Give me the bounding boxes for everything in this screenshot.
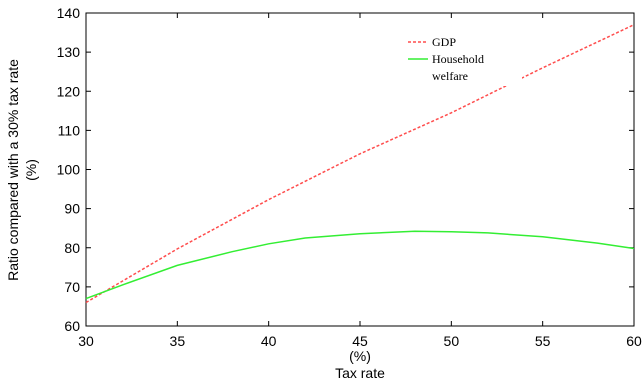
legend-label-household: Household <box>432 52 484 66</box>
y-tick-label: 100 <box>57 162 81 178</box>
y-tick-label: 90 <box>64 201 80 217</box>
y-tick-label: 110 <box>58 122 81 138</box>
series-line-gdp <box>85 24 635 304</box>
y-axis-title-line2: (%) <box>23 159 39 181</box>
y-tick-label: 130 <box>57 44 81 60</box>
y-tick-label: 140 <box>57 5 81 21</box>
legend: GDP Household welfare <box>403 33 522 86</box>
plot-area <box>85 12 635 327</box>
x-tick-label: 40 <box>261 333 277 349</box>
legend-label-gdp: GDP <box>432 35 456 49</box>
series-line-household <box>85 230 635 300</box>
legend-label-welfare: welfare <box>432 69 468 83</box>
y-tick-labels: 60 70 80 90 100 110 120 130 140 <box>57 5 81 334</box>
x-tick-labels: 30 35 40 45 50 55 60 <box>78 333 642 349</box>
x-tick-label: 45 <box>352 333 368 349</box>
y-tick-label: 60 <box>64 318 80 334</box>
x-tick-label: 55 <box>535 333 551 349</box>
x-axis-title-line2: Tax rate <box>335 365 385 381</box>
y-axis-title-line1: Ratio compared with a 30% tax rate <box>5 59 21 281</box>
x-tick-label: 50 <box>444 333 460 349</box>
series-lines <box>85 24 635 304</box>
y-tick-label: 80 <box>64 240 80 256</box>
axis-ticks <box>85 12 635 327</box>
y-tick-label: 70 <box>64 279 80 295</box>
x-tick-label: 30 <box>78 333 94 349</box>
x-axis-title-line1: (%) <box>349 348 371 364</box>
x-tick-label: 60 <box>626 333 642 349</box>
x-tick-label: 35 <box>170 333 186 349</box>
y-tick-label: 120 <box>57 83 81 99</box>
